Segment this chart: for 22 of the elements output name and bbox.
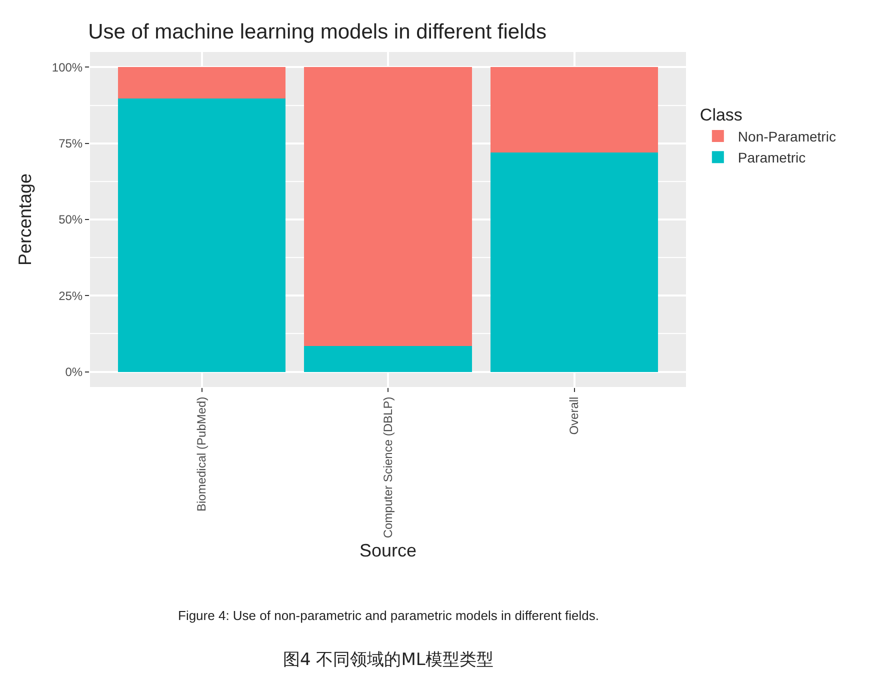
caption: 图4 不同领域的ML模型类型 <box>283 650 494 670</box>
x-axis-title: Source <box>359 540 417 560</box>
x-tick-label: Computer Science (DBLP) <box>380 396 395 538</box>
chart-title: Use of machine learning models in different fields <box>88 20 546 44</box>
bar <box>490 67 658 152</box>
y-axis-title: Percentage <box>15 173 36 266</box>
y-tick-label: 50% <box>58 212 83 227</box>
y-tick-label: 0% <box>65 364 83 379</box>
y-tick-label: 25% <box>58 288 83 303</box>
x-tick-label: Biomedical (PubMed) <box>194 396 209 512</box>
bar <box>490 152 658 372</box>
x-tick-label: Overall <box>567 396 582 435</box>
legend-title: Class <box>700 105 742 124</box>
bar <box>304 67 472 346</box>
bar <box>118 98 286 372</box>
y-tick-label: 75% <box>58 136 83 151</box>
bar <box>304 346 472 372</box>
legend-label: Parametric <box>738 150 806 166</box>
y-tick-label: 100% <box>52 60 83 74</box>
legend-label: Non-Parametric <box>738 128 836 144</box>
caption: Figure 4: Use of non-parametric and parametric models in different fields. <box>178 608 600 623</box>
bar <box>118 67 286 99</box>
